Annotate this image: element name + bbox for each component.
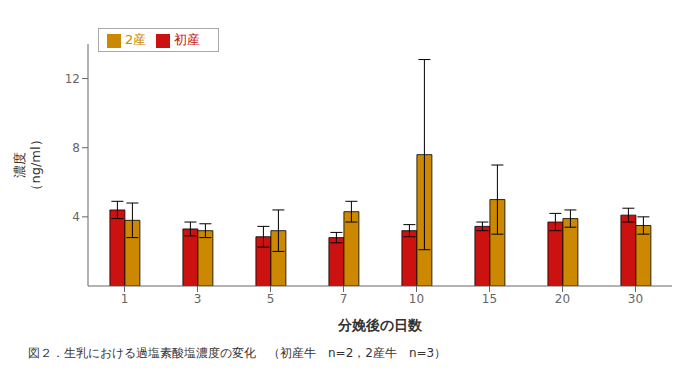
svg-text:30: 30 <box>628 292 643 306</box>
html-text:2産: 2産 <box>125 32 147 47</box>
svg-text:濃度（ng/ml）: 濃度（ng/ml） <box>12 133 43 196</box>
svg-text:分娩後の日数: 分娩後の日数 <box>337 317 423 333</box>
svg-text:5: 5 <box>267 292 275 306</box>
svg-text:15: 15 <box>482 292 497 306</box>
svg-text:4: 4 <box>72 210 80 224</box>
svg-text:12: 12 <box>65 72 80 86</box>
svg-text:8: 8 <box>72 141 80 155</box>
html-text:初産: 初産 <box>174 32 201 47</box>
svg-text:1: 1 <box>121 292 129 306</box>
svg-text:20: 20 <box>555 292 570 306</box>
svg-text:10: 10 <box>409 292 424 306</box>
html-text:図２．生乳における過塩素酸塩濃度の変化 （初産牛 n=2，2: 図２．生乳における過塩素酸塩濃度の変化 （初産牛 n=2，2産牛 n=3） <box>28 346 447 360</box>
svg-text:3: 3 <box>194 292 202 306</box>
svg-text:7: 7 <box>340 292 348 306</box>
